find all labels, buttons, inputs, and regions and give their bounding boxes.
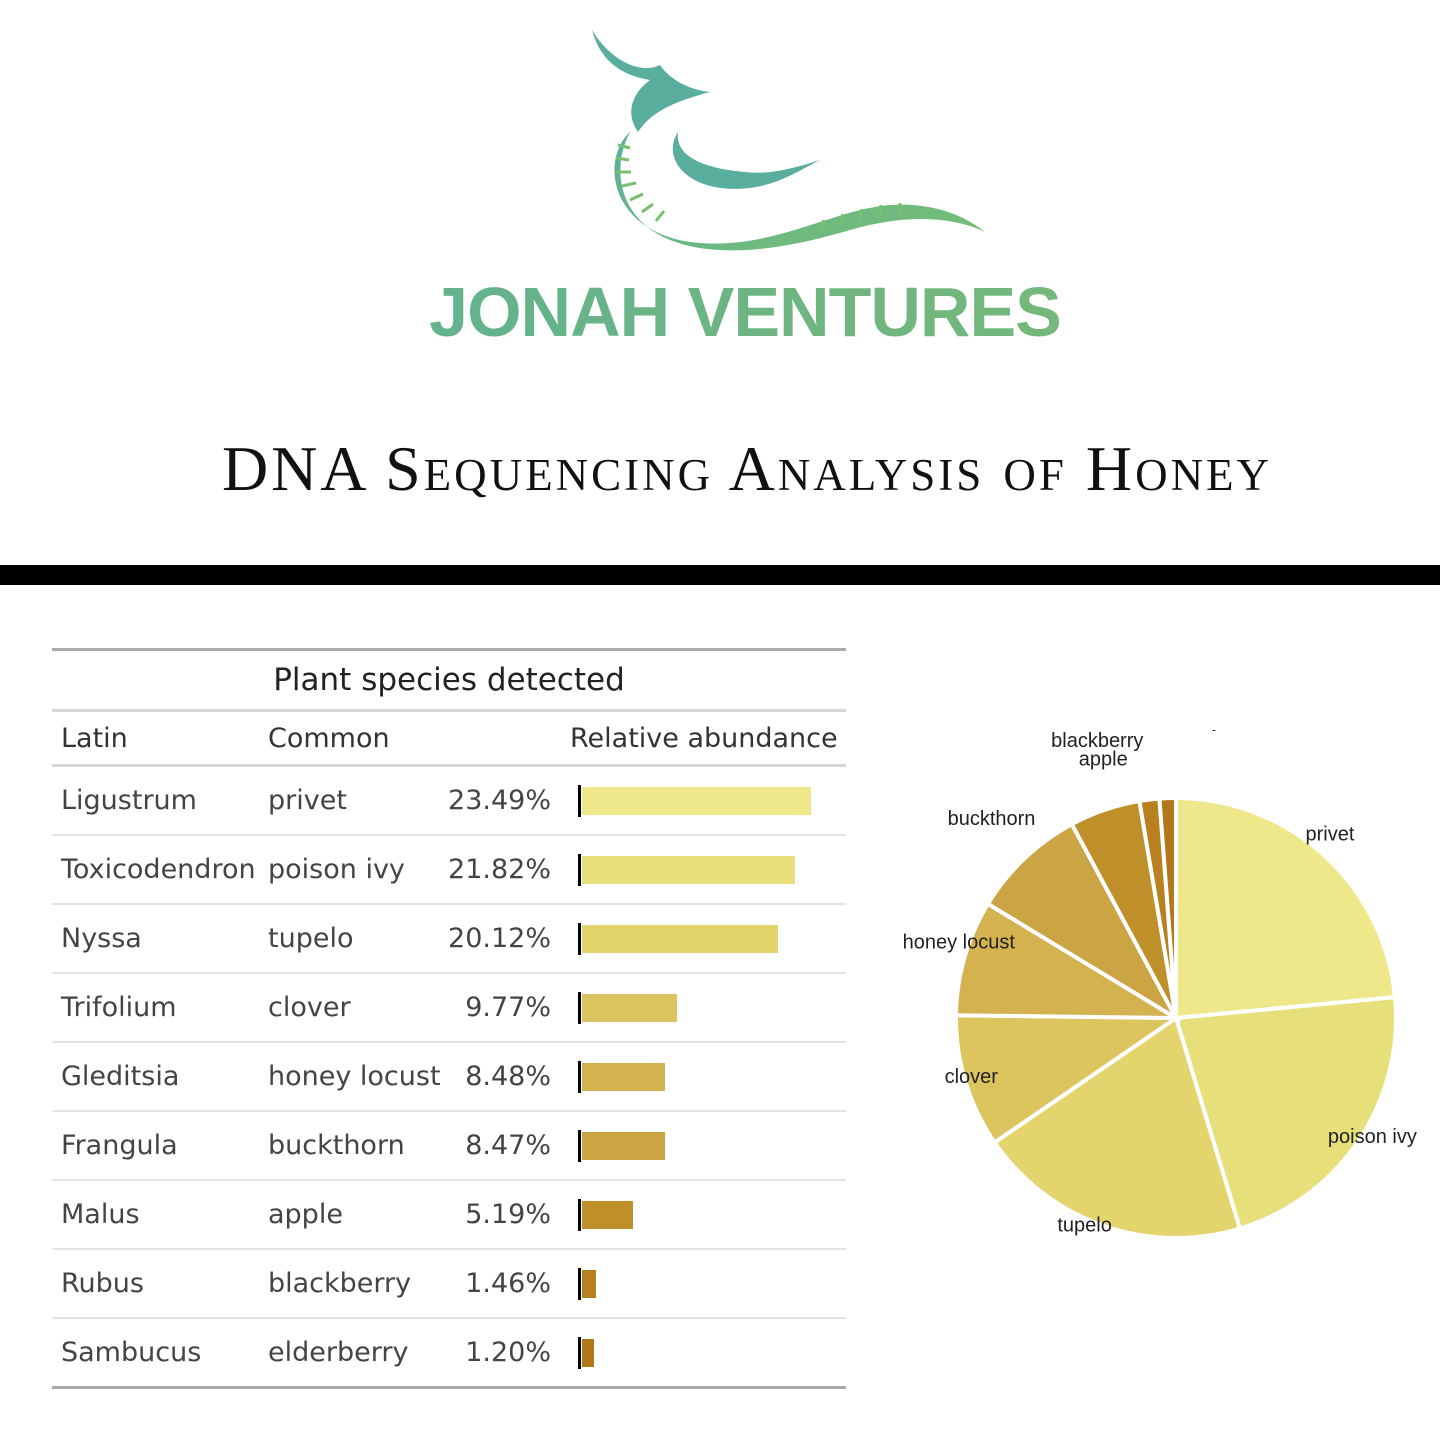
pie-label: blackberry [1051, 730, 1143, 752]
bar-axis-line [578, 853, 581, 886]
pie-label: poison ivy [1328, 1126, 1417, 1148]
abundance-bar [582, 786, 811, 815]
bar-axis-line [578, 922, 581, 955]
pie-label: privet [1305, 824, 1354, 846]
pie-slice-honey-locust [953, 901, 1184, 1021]
column-header-latin: Latin [61, 722, 128, 754]
cell-latin: Frangula [61, 1130, 178, 1161]
table-row: Trifolium clover 9.77% [52, 974, 846, 1043]
bar-axis-line [578, 1060, 581, 1093]
pie-slice-poison-ivy [1173, 994, 1398, 1232]
cell-percent: 8.47% [465, 1130, 551, 1161]
table-caption: Plant species detected [273, 662, 625, 698]
pie-slice-elderberry [1157, 795, 1178, 1019]
cell-common: buckthorn [268, 1130, 405, 1161]
wave-icon [614, 132, 985, 251]
jonah-ventures-logo [592, 30, 985, 251]
report-title: DNA Sequencing Analysis of Honey [221, 433, 1273, 504]
cell-common: honey locust [268, 1061, 441, 1092]
cell-abundance-bar [578, 1319, 846, 1386]
pie-label: honey locust [903, 932, 1016, 954]
cell-percent: 9.77% [465, 992, 551, 1023]
cell-abundance-bar [578, 836, 846, 903]
whale-tail-icon [592, 30, 710, 132]
pie-label: tupelo [1057, 1214, 1112, 1236]
abundance-bar [582, 993, 678, 1022]
cell-percent: 20.12% [448, 923, 551, 954]
cell-latin: Toxicodendron [61, 854, 256, 885]
abundance-bar [582, 1062, 665, 1091]
pie-slice-privet [1174, 795, 1398, 1021]
cell-common: clover [268, 992, 351, 1023]
bar-axis-line [578, 1336, 581, 1369]
cell-abundance-bar [578, 905, 846, 972]
table-row: Malus apple 5.19% [52, 1181, 846, 1250]
abundance-bar [582, 1269, 597, 1298]
cell-abundance-bar [578, 767, 846, 834]
cell-abundance-bar [578, 1181, 846, 1248]
pie-label: buckthorn [948, 808, 1036, 830]
species-table: Plant species detected Latin Common Rela… [52, 648, 846, 1389]
cell-percent: 21.82% [448, 854, 551, 885]
pie-label: apple [1079, 749, 1128, 771]
cell-latin: Gleditsia [61, 1061, 180, 1092]
table-row: Rubus blackberry 1.46% [52, 1250, 846, 1319]
bar-axis-line [578, 1129, 581, 1162]
cell-abundance-bar [578, 1250, 846, 1317]
table-row: Ligustrum privet 23.49% [52, 767, 846, 836]
cell-latin: Malus [61, 1199, 140, 1230]
brand-name: JONAH VENTURES [0, 272, 1440, 352]
cell-common: elderberry [268, 1337, 409, 1368]
abundance-bar [582, 1131, 665, 1160]
cell-percent: 5.19% [465, 1199, 551, 1230]
pie-slice-clover [954, 1013, 1183, 1146]
cell-latin: Ligustrum [61, 785, 197, 816]
cell-latin: Nyssa [61, 923, 142, 954]
cell-percent: 8.48% [465, 1061, 551, 1092]
abundance-bar [582, 924, 779, 953]
cell-abundance-bar [578, 974, 846, 1041]
pie-label: clover [945, 1066, 999, 1088]
wave-inner-icon [672, 132, 820, 189]
abundance-bar [582, 855, 795, 884]
cell-percent: 1.20% [465, 1337, 551, 1368]
table-row: Sambucus elderberry 1.20% [52, 1319, 846, 1389]
cell-common: apple [268, 1199, 343, 1230]
cell-common: poison ivy [268, 854, 405, 885]
abundance-bar [582, 1200, 633, 1229]
cell-latin: Rubus [61, 1268, 144, 1299]
table-body: Ligustrum privet 23.49% Toxicodendron poison… [52, 767, 846, 1389]
bar-axis-line [578, 991, 581, 1024]
dna-ladder-icon [615, 143, 902, 233]
bar-axis-line [578, 784, 581, 817]
cell-common: blackberry [268, 1268, 412, 1299]
cell-percent: 1.46% [465, 1268, 551, 1299]
cell-latin: Trifolium [61, 992, 177, 1023]
table-header-row: Latin Common Relative abundance [52, 712, 846, 767]
abundance-pie-chart: privet poison ivy tupelo clover honey locust… [880, 730, 1440, 1290]
cell-common: tupelo [268, 923, 354, 954]
column-header-abundance: Relative abundance [570, 722, 838, 754]
cell-percent: 23.49% [448, 785, 551, 816]
table-row: Frangula buckthorn 8.47% [52, 1112, 846, 1181]
pie-slice-buckthorn [985, 821, 1182, 1024]
abundance-bar [582, 1338, 594, 1367]
table-top-rule [52, 648, 846, 651]
table-row: Toxicodendron poison ivy 21.82% [52, 836, 846, 905]
table-row: Nyssa tupelo 20.12% [52, 905, 846, 974]
pie-slice-tupelo [991, 1014, 1243, 1240]
bar-axis-line [578, 1198, 581, 1231]
cell-abundance-bar [578, 1043, 846, 1110]
section-divider [0, 565, 1440, 585]
bar-axis-line [578, 1267, 581, 1300]
table-row: Gleditsia honey locust 8.48% [52, 1043, 846, 1112]
pie-label: elderberry [1132, 730, 1222, 732]
cell-latin: Sambucus [61, 1337, 202, 1368]
column-header-common: Common [268, 722, 390, 754]
cell-common: privet [268, 785, 347, 816]
cell-abundance-bar [578, 1112, 846, 1179]
caption-rule [52, 709, 846, 712]
